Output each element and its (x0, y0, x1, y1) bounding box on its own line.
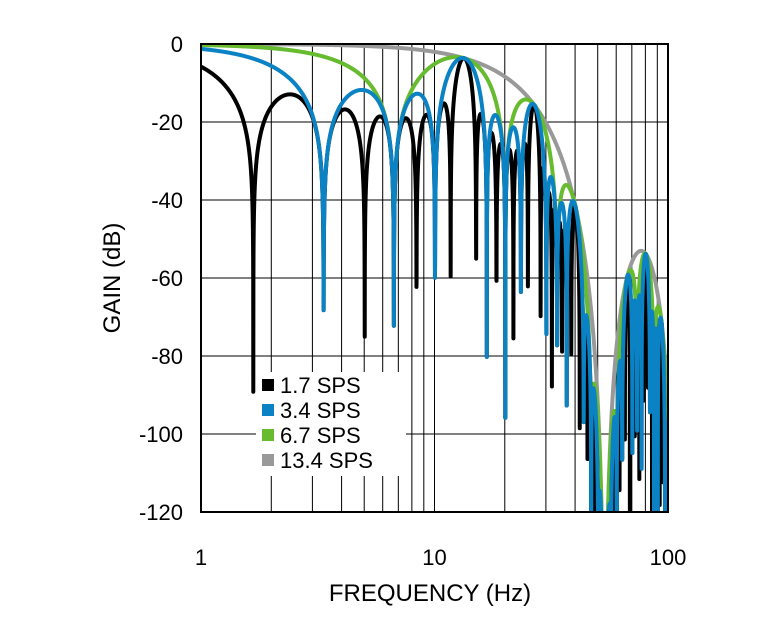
x-tick-label: 10 (422, 545, 446, 570)
legend-label: 13.4 SPS (280, 448, 373, 473)
legend-swatch (262, 454, 274, 466)
y-tick-label: -120 (139, 500, 183, 525)
y-tick-label: -80 (151, 344, 183, 369)
x-tick-label: 1 (195, 545, 207, 570)
legend-swatch (262, 404, 274, 416)
y-tick-label: -20 (151, 110, 183, 135)
x-tick-labels: 1 10 100 (195, 545, 686, 570)
y-tick-label: -100 (139, 422, 183, 447)
legend-label: 1.7 SPS (280, 373, 361, 398)
legend-swatch (262, 429, 274, 441)
y-tick-labels: 0 -20 -40 -60 -80 -100 -120 (139, 32, 183, 525)
series-line-3.4-sps (201, 46, 668, 512)
legend-swatch (262, 379, 274, 391)
y-tick-label: -40 (151, 188, 183, 213)
curves (201, 44, 668, 512)
legend-label: 6.7 SPS (280, 423, 361, 448)
y-tick-label: 0 (171, 32, 183, 57)
legend-background (256, 372, 406, 476)
legend-label: 3.4 SPS (280, 398, 361, 423)
y-axis-label: GAIN (dB) (99, 223, 126, 334)
x-tick-label: 100 (650, 545, 687, 570)
y-tick-label: -60 (151, 266, 183, 291)
x-axis-label: FREQUENCY (Hz) (329, 580, 531, 607)
plot-frame (200, 43, 669, 513)
